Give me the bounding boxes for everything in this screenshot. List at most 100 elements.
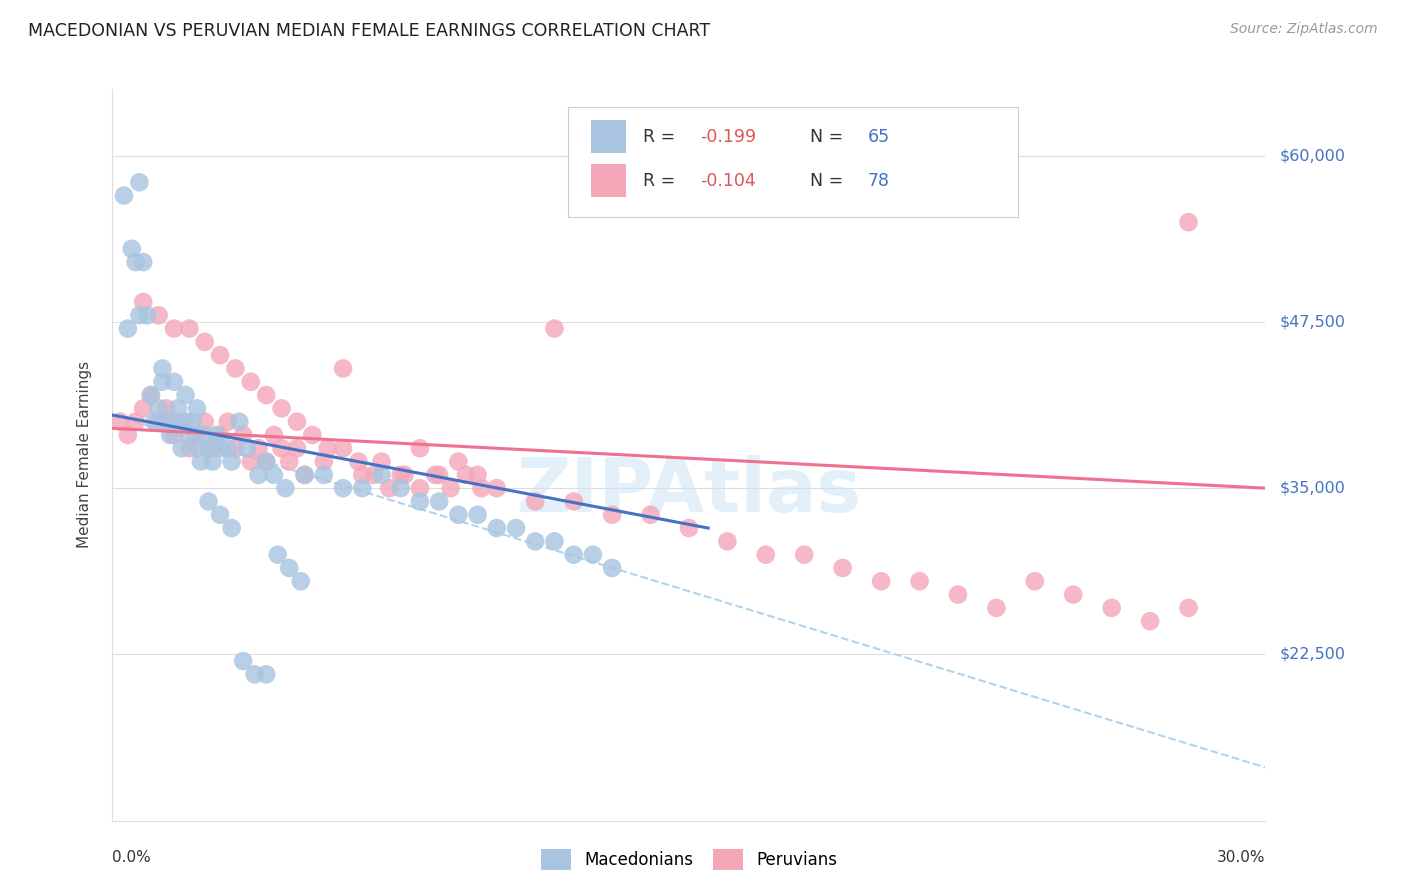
Point (908, 574, 931, 589)
Text: N =: N = (810, 128, 849, 145)
Point (163, 415, 186, 429)
Point (316, 442, 339, 456)
Point (454, 467, 477, 482)
Point (389, 467, 412, 482)
Point (254, 454, 277, 468)
Text: -0.199: -0.199 (700, 128, 756, 145)
Text: ZIPAtlas: ZIPAtlas (516, 455, 862, 528)
Point (159, 428, 181, 442)
Text: $47,500: $47,500 (1279, 315, 1346, 329)
Point (678, 521, 700, 535)
Point (312, 454, 335, 468)
Point (294, 467, 316, 482)
Point (143, 415, 166, 429)
Text: R =: R = (643, 171, 681, 190)
Point (447, 454, 470, 468)
Point (121, 242, 143, 256)
FancyBboxPatch shape (591, 120, 626, 153)
Point (190, 454, 212, 468)
Point (152, 361, 174, 376)
Point (112, 188, 135, 202)
Point (139, 388, 162, 402)
Point (217, 442, 239, 456)
Point (194, 428, 217, 442)
Point (217, 415, 239, 429)
Point (505, 521, 527, 535)
Text: R =: R = (643, 128, 681, 145)
Point (1062, 588, 1084, 602)
Point (467, 508, 489, 522)
Point (166, 401, 188, 416)
Point (232, 654, 254, 668)
Point (267, 548, 290, 562)
Point (447, 508, 470, 522)
Point (179, 428, 201, 442)
Text: 65: 65 (868, 128, 890, 145)
Point (174, 415, 197, 429)
Text: 30.0%: 30.0% (1218, 850, 1265, 865)
Point (174, 388, 197, 402)
Point (186, 401, 208, 416)
Point (312, 467, 335, 482)
Point (117, 428, 139, 442)
Point (524, 494, 547, 508)
Point (352, 467, 374, 482)
Point (228, 415, 250, 429)
Text: $22,500: $22,500 (1279, 647, 1346, 662)
Point (179, 321, 201, 335)
Point (278, 454, 301, 468)
Point (332, 481, 354, 495)
Point (640, 508, 662, 522)
Point (124, 255, 146, 269)
Point (197, 442, 219, 456)
Point (194, 334, 217, 349)
Text: N =: N = (810, 171, 849, 190)
Point (389, 481, 412, 495)
FancyBboxPatch shape (591, 164, 626, 197)
Point (243, 667, 266, 681)
Point (194, 415, 217, 429)
Point (378, 481, 401, 495)
Point (270, 442, 292, 456)
Point (1139, 614, 1161, 628)
Point (209, 442, 232, 456)
Point (170, 415, 193, 429)
Text: $60,000: $60,000 (1279, 148, 1346, 163)
Point (425, 467, 447, 482)
Point (132, 295, 155, 310)
Point (221, 454, 243, 468)
Point (254, 388, 277, 402)
Point (1177, 600, 1199, 615)
Point (221, 521, 243, 535)
Point (1024, 574, 1046, 589)
Point (239, 375, 262, 389)
Point (209, 508, 232, 522)
Point (332, 442, 354, 456)
Point (186, 442, 208, 456)
Point (370, 454, 392, 468)
Point (600, 561, 623, 575)
Point (427, 467, 450, 482)
Point (352, 481, 374, 495)
Point (278, 561, 301, 575)
Point (270, 401, 292, 416)
Point (148, 308, 170, 322)
Point (247, 442, 270, 456)
Point (427, 494, 450, 508)
Point (485, 481, 508, 495)
Point (155, 401, 177, 416)
Text: 78: 78 (868, 171, 890, 190)
Point (148, 401, 170, 416)
Point (163, 321, 186, 335)
Point (274, 481, 297, 495)
Point (209, 348, 232, 362)
Point (946, 588, 969, 602)
Point (124, 415, 146, 429)
Point (467, 467, 489, 482)
Point (224, 442, 246, 456)
Point (205, 428, 228, 442)
Point (201, 442, 224, 456)
Point (285, 415, 308, 429)
Point (440, 481, 463, 495)
Point (197, 494, 219, 508)
